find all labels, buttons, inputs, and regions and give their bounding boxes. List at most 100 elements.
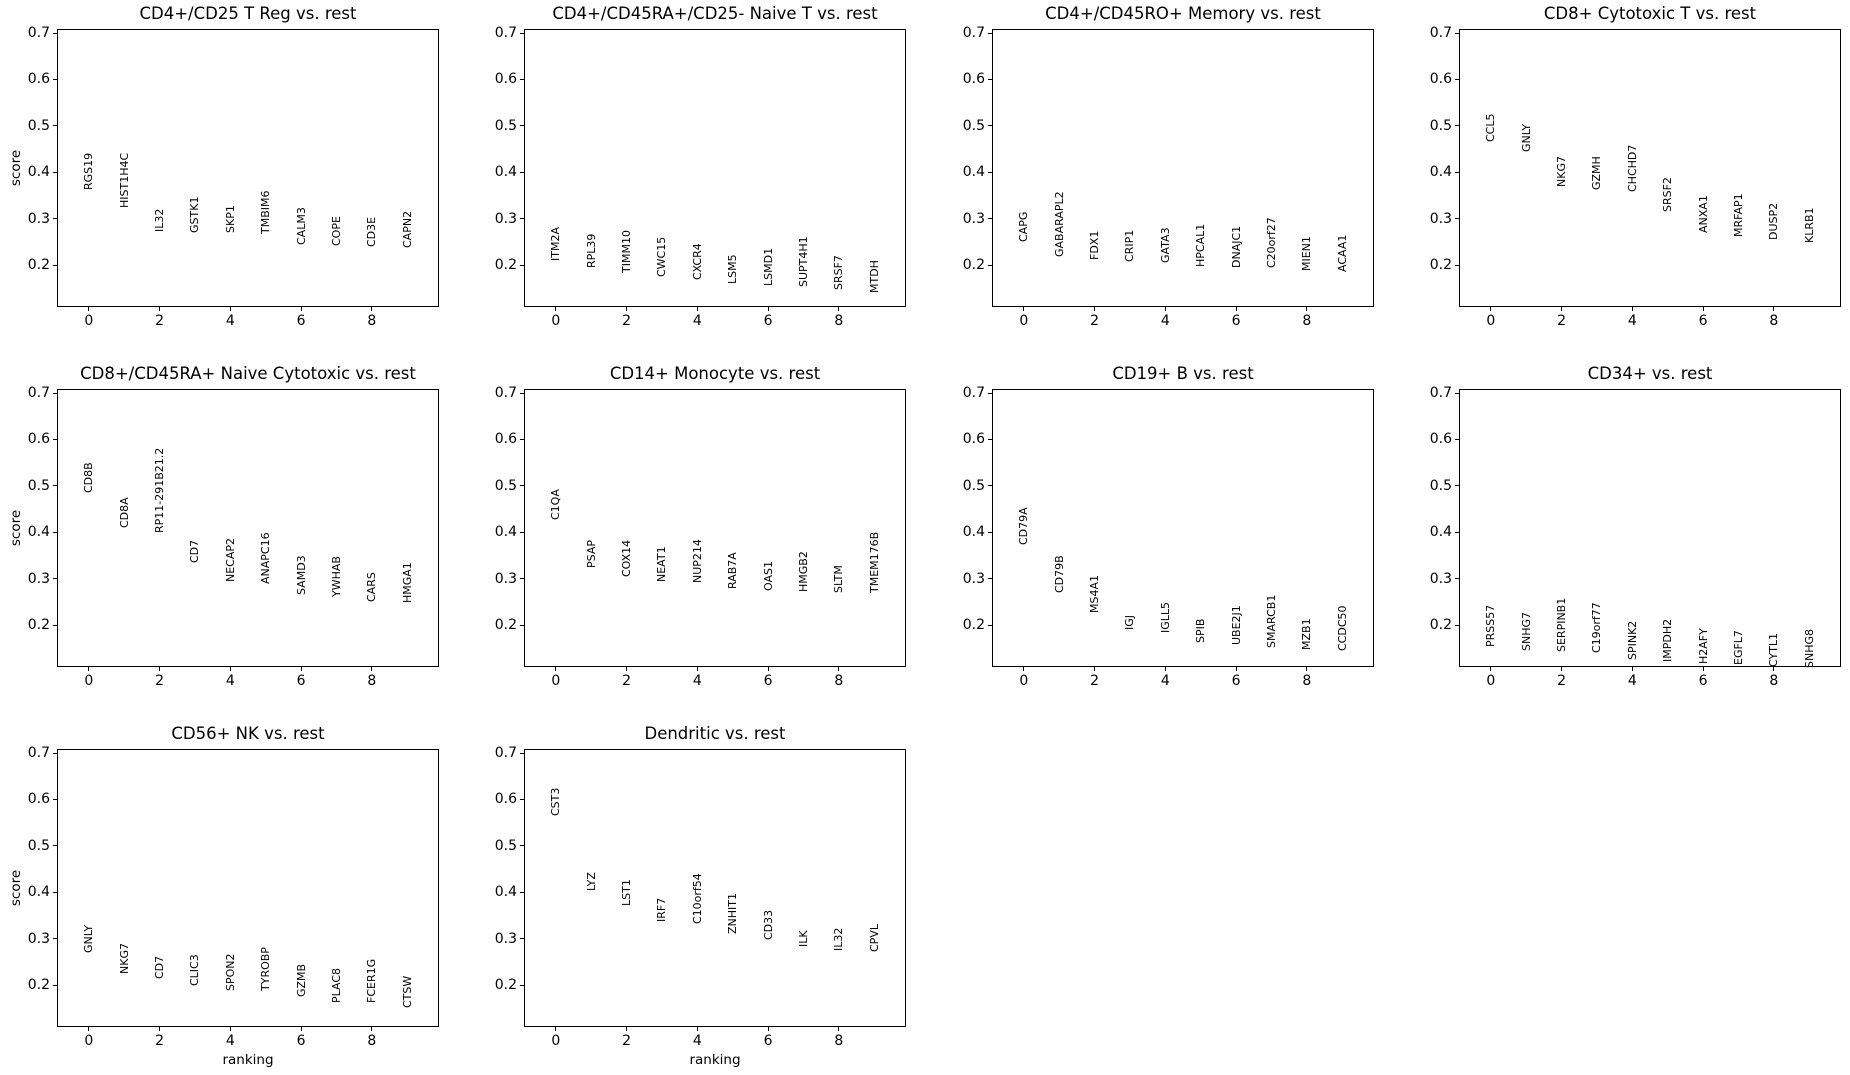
y-tick-mark [520, 891, 524, 893]
y-tick-mark [1455, 218, 1459, 220]
x-tick-mark [1702, 667, 1704, 671]
gene-label: CALM3 [294, 207, 308, 246]
x-tick-label: 2 [1557, 313, 1567, 329]
x-tick-mark [838, 307, 840, 311]
y-tick-mark [1455, 78, 1459, 80]
gene-label: CTSW [400, 975, 414, 1009]
y-tick-label: 0.2 [1429, 257, 1452, 273]
x-tick-mark [1561, 307, 1563, 311]
x-tick-label: 6 [1698, 313, 1708, 329]
y-tick-mark [988, 264, 992, 266]
y-tick-label: 0.5 [494, 477, 517, 494]
y-tick-label: 0.5 [27, 117, 50, 134]
gene-label: HMGA1 [400, 562, 414, 604]
panel-title: CD8+ Cytotoxic T vs. rest [1543, 4, 1757, 23]
gene-label: CD7 [188, 540, 202, 564]
y-tick-mark [988, 32, 992, 34]
x-tick-label: 8 [367, 1033, 377, 1049]
gene-label: SPIB [1194, 618, 1208, 644]
y-tick-label: 0.4 [962, 524, 985, 541]
y-tick-label: 0.7 [27, 385, 50, 401]
gene-label: ILK [796, 930, 810, 948]
y-tick-mark [1455, 485, 1459, 487]
gene-label: EGFL7 [1731, 630, 1745, 666]
gene-label: CWC15 [655, 236, 669, 277]
y-tick-mark [53, 798, 57, 800]
x-tick-label: 0 [84, 673, 94, 689]
panel-title: CD14+ Monocyte vs. rest [609, 364, 821, 383]
y-tick-label: 0.5 [962, 117, 985, 134]
y-tick-mark [520, 531, 524, 533]
y-tick-label: 0.7 [494, 745, 517, 761]
x-tick-mark [300, 667, 302, 671]
y-tick-label: 0.3 [1429, 210, 1452, 227]
x-tick-mark [1164, 667, 1166, 671]
gene-label: GZMH [1590, 156, 1604, 190]
x-tick-label: 6 [763, 313, 773, 329]
gene-label: DNAJC1 [1229, 225, 1243, 268]
gene-label: SNHG8 [1802, 628, 1816, 668]
y-tick-label: 0.3 [494, 210, 517, 227]
x-tick-mark [626, 667, 628, 671]
x-tick-mark [1306, 307, 1308, 311]
gene-label: CD79A [1017, 507, 1031, 546]
gene-label: NEAT1 [655, 546, 669, 583]
gene-label: CLIC3 [188, 954, 202, 987]
y-tick-mark [1455, 578, 1459, 580]
y-tick-label: 0.4 [27, 884, 50, 901]
x-tick-mark [229, 667, 231, 671]
gene-label: TMBIM6 [259, 190, 273, 234]
y-tick-mark [1455, 171, 1459, 173]
x-tick-mark [229, 1027, 231, 1031]
x-tick-label: 4 [1160, 673, 1170, 689]
gene-label: HPCAL1 [1194, 223, 1208, 267]
y-tick-mark [520, 752, 524, 754]
y-tick-label: 0.2 [494, 257, 517, 273]
y-axis-label: score [8, 869, 24, 907]
x-tick-mark [88, 307, 90, 311]
gene-label: CYTL1 [1767, 633, 1781, 668]
x-tick-mark [767, 667, 769, 671]
gene-label: IGJ [1123, 615, 1137, 631]
x-tick-mark [1490, 307, 1492, 311]
x-tick-label: 0 [551, 1033, 561, 1049]
y-tick-label: 0.4 [27, 524, 50, 541]
y-tick-mark [520, 125, 524, 127]
x-tick-mark [1023, 667, 1025, 671]
gene-label: CHCHD7 [1625, 144, 1639, 192]
y-tick-label: 0.4 [494, 164, 517, 181]
gene-label: SAMD3 [294, 555, 308, 595]
gene-label: UBE2J1 [1229, 605, 1243, 645]
y-tick-mark [520, 578, 524, 580]
x-tick-mark [300, 1027, 302, 1031]
y-tick-label: 0.4 [494, 524, 517, 541]
y-tick-label: 0.4 [962, 164, 985, 181]
y-tick-label: 0.7 [27, 745, 50, 761]
gene-label: TYROBP [259, 947, 273, 992]
y-tick-mark [53, 171, 57, 173]
y-tick-label: 0.5 [494, 117, 517, 134]
gene-label: GZMB [294, 963, 308, 998]
y-tick-mark [1455, 32, 1459, 34]
x-tick-label: 6 [763, 1033, 773, 1049]
y-tick-label: 0.3 [494, 930, 517, 947]
y-tick-mark [53, 78, 57, 80]
y-tick-mark [520, 32, 524, 34]
y-tick-mark [1455, 392, 1459, 394]
x-tick-label: 6 [763, 673, 773, 689]
y-tick-label: 0.3 [962, 570, 985, 587]
y-tick-mark [988, 218, 992, 220]
x-tick-mark [371, 667, 373, 671]
y-tick-label: 0.5 [962, 477, 985, 494]
y-tick-label: 0.2 [962, 617, 985, 633]
y-tick-label: 0.3 [1429, 570, 1452, 587]
x-tick-mark [696, 667, 698, 671]
gene-label: NKG7 [117, 943, 131, 975]
y-tick-mark [53, 32, 57, 34]
y-tick-mark [988, 531, 992, 533]
gene-label: CD33 [761, 910, 775, 941]
x-tick-label: 4 [225, 673, 235, 689]
y-tick-mark [1455, 125, 1459, 127]
x-tick-mark [1631, 667, 1633, 671]
